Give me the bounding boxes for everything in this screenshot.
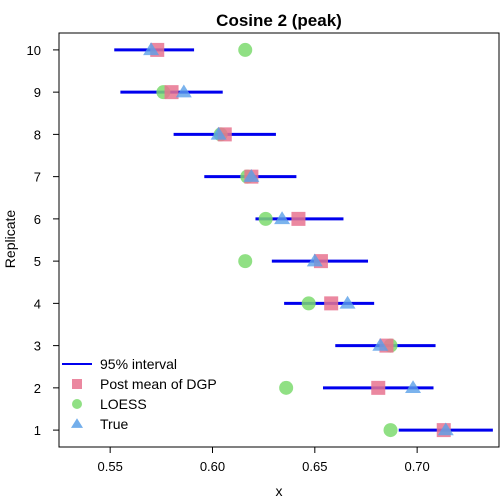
- true-point: [405, 380, 422, 394]
- y-tick-label: 9: [34, 85, 41, 100]
- true-point: [437, 422, 454, 436]
- y-tick-label: 10: [27, 43, 41, 58]
- y-tick-label: 6: [34, 212, 41, 227]
- y-axis: 1 2 3 4 5 6 7 8 9 10: [27, 43, 59, 438]
- data-marks: [114, 42, 493, 438]
- legend-circle-swatch: [72, 399, 82, 409]
- y-tick-label: 7: [34, 170, 41, 185]
- y-tick-label: 2: [34, 381, 41, 396]
- true-point: [210, 126, 227, 140]
- true-point: [274, 211, 291, 225]
- post-mean-point: [291, 211, 306, 226]
- x-axis: 0.55 0.60 0.65 0.70: [98, 447, 430, 474]
- legend-triangle-swatch: [71, 418, 83, 428]
- y-axis-label: Replicate: [2, 210, 18, 269]
- y-tick-label: 8: [34, 127, 41, 142]
- x-tick-label: 0.55: [98, 459, 123, 474]
- legend-label: Post mean of DGP: [100, 376, 217, 392]
- legend-square-swatch: [72, 379, 82, 389]
- legend-label: LOESS: [100, 396, 147, 412]
- x-tick-label: 0.65: [302, 459, 327, 474]
- legend-label: 95% interval: [100, 356, 177, 372]
- post-mean-point: [371, 380, 386, 395]
- x-axis-label: x: [276, 483, 283, 499]
- chart-title: Cosine 2 (peak): [216, 11, 342, 30]
- loess-point: [238, 42, 253, 57]
- y-tick-label: 1: [34, 423, 41, 438]
- x-tick-label: 0.60: [200, 459, 225, 474]
- x-tick-label: 0.70: [404, 459, 429, 474]
- y-tick-label: 3: [34, 339, 41, 354]
- post-mean-point: [324, 296, 339, 311]
- loess-point: [258, 211, 273, 226]
- y-tick-label: 5: [34, 254, 41, 269]
- loess-point: [279, 380, 294, 395]
- true-point: [143, 42, 160, 56]
- legend: 95% interval Post mean of DGP LOESS True: [62, 356, 217, 432]
- loess-point: [301, 296, 316, 311]
- loess-point: [383, 423, 398, 438]
- true-point: [243, 169, 260, 182]
- y-tick-label: 4: [34, 296, 41, 311]
- true-point: [306, 253, 323, 267]
- true-point: [372, 338, 389, 351]
- true-point: [175, 84, 192, 98]
- loess-point: [238, 254, 253, 269]
- true-point: [339, 295, 356, 309]
- plot-frame: [58, 32, 500, 448]
- post-mean-point: [164, 85, 179, 100]
- legend-label: True: [100, 416, 128, 432]
